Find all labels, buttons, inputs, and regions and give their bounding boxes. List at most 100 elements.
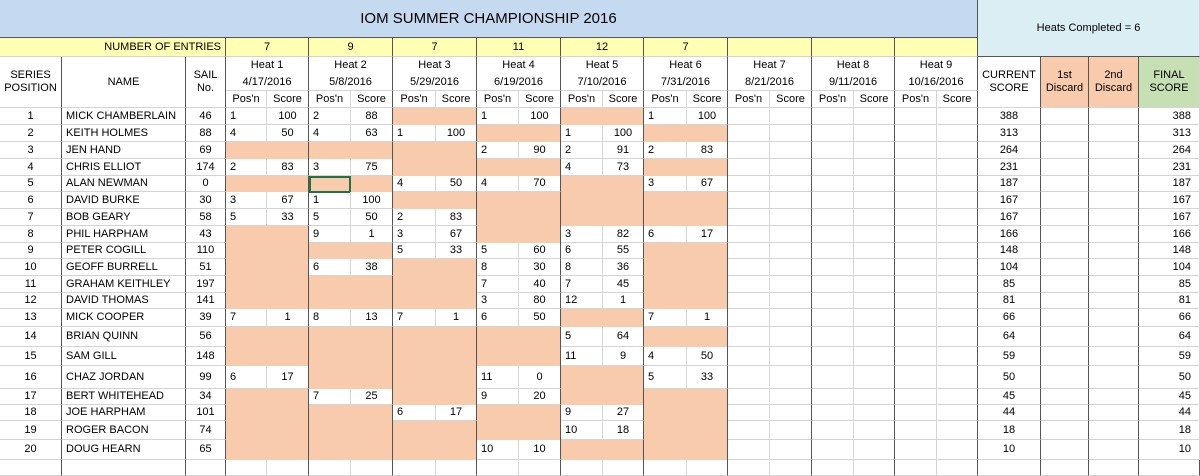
heats-completed: Heats Completed = 6 (978, 0, 1200, 57)
empty-cell (895, 405, 937, 421)
sailor-name: CHRIS ELLIOT (62, 159, 186, 176)
entries-count (895, 38, 978, 57)
no-entry (561, 389, 644, 405)
no-entry (309, 366, 393, 389)
discard (1089, 142, 1139, 159)
empty-cell (854, 421, 895, 440)
empty-cell (770, 366, 812, 389)
empty-cell (937, 209, 978, 226)
empty-cell (937, 366, 978, 389)
empty-cell (937, 440, 978, 460)
no-entry (226, 421, 309, 440)
empty-cell (937, 159, 978, 176)
current-score: 44 (978, 405, 1041, 421)
empty-cell (812, 259, 854, 276)
heat-date: 8/21/2016 (728, 74, 812, 91)
sailor-name: DAVID BURKE (62, 192, 186, 209)
no-entry (393, 142, 477, 159)
empty-cell (854, 142, 895, 159)
discard (1041, 405, 1089, 421)
current-score: 104 (978, 259, 1041, 276)
series-position: 9 (0, 243, 62, 259)
empty-cell (812, 192, 854, 209)
empty-cell (770, 243, 812, 259)
empty-cell (728, 192, 770, 209)
sail-number: 174 (186, 159, 226, 176)
sail-number: 34 (186, 389, 226, 405)
empty-cell (812, 347, 854, 366)
heat-score: 10 (519, 440, 561, 460)
no-entry (644, 327, 728, 347)
no-entry (226, 176, 309, 192)
no-entry (309, 327, 393, 347)
empty-cell (728, 366, 770, 389)
current-score: 59 (978, 347, 1041, 366)
no-entry (226, 276, 309, 293)
no-entry (309, 243, 393, 259)
discard (1041, 142, 1089, 159)
no-entry (393, 421, 477, 440)
discard (1089, 309, 1139, 327)
empty-cell (895, 243, 937, 259)
current-score: 18 (978, 421, 1041, 440)
no-entry (644, 405, 728, 421)
heat-score: 83 (267, 159, 309, 176)
discard (1089, 209, 1139, 226)
heat-position: 6 (561, 243, 603, 259)
current-score: 167 (978, 192, 1041, 209)
heat-score: 33 (687, 366, 728, 389)
sail-number: 46 (186, 108, 226, 125)
sail-number: 141 (186, 293, 226, 309)
current-score: 64 (978, 327, 1041, 347)
empty-cell (770, 108, 812, 125)
empty-cell (895, 259, 937, 276)
heat-position: 7 (477, 276, 519, 293)
sailor-name: BERT WHITEHEAD (62, 389, 186, 405)
no-entry (477, 125, 561, 142)
empty-cell (854, 192, 895, 209)
empty-cell (895, 108, 937, 125)
no-entry (393, 159, 477, 176)
discard (1089, 159, 1139, 176)
sail-number: 148 (186, 347, 226, 366)
heat-position: 4 (393, 176, 436, 192)
series-position: 12 (0, 293, 62, 309)
heat-position: 11 (561, 347, 603, 366)
empty-cell (895, 421, 937, 440)
empty-cell (937, 108, 978, 125)
current-score: 231 (978, 159, 1041, 176)
entries-count: 9 (309, 38, 393, 57)
discard (1089, 226, 1139, 243)
discard (1089, 176, 1139, 192)
sailor-name: MICK COOPER (62, 309, 186, 327)
col-header: NAME (62, 57, 186, 108)
empty-cell (812, 389, 854, 405)
final-score: 231 (1139, 159, 1200, 176)
sail-number: 56 (186, 327, 226, 347)
sailor-name: CHAZ JORDAN (62, 366, 186, 389)
heat-score: 90 (519, 142, 561, 159)
heat-position: 2 (226, 159, 267, 176)
heat-score: 83 (436, 209, 477, 226)
current-score: 264 (978, 142, 1041, 159)
empty-cell (436, 460, 477, 476)
title: IOM SUMMER CHAMPIONSHIP 2016 (0, 0, 978, 38)
discard (1089, 389, 1139, 405)
score-label: Score (854, 91, 895, 108)
score-label: Score (770, 91, 812, 108)
entries-count: 12 (561, 38, 644, 57)
heat-position: 5 (644, 366, 687, 389)
empty-cell (519, 460, 561, 476)
no-entry (644, 421, 728, 440)
heat-score: 83 (687, 142, 728, 159)
heat-score: 17 (436, 405, 477, 421)
heat-position: 4 (477, 176, 519, 192)
empty-cell (895, 176, 937, 192)
heat-position: 1 (477, 108, 519, 125)
heat-score: 36 (603, 259, 644, 276)
no-entry (644, 389, 728, 405)
empty-cell (937, 226, 978, 243)
current-score: 187 (978, 176, 1041, 192)
discard (1041, 276, 1089, 293)
heat-date: 7/31/2016 (644, 74, 728, 91)
